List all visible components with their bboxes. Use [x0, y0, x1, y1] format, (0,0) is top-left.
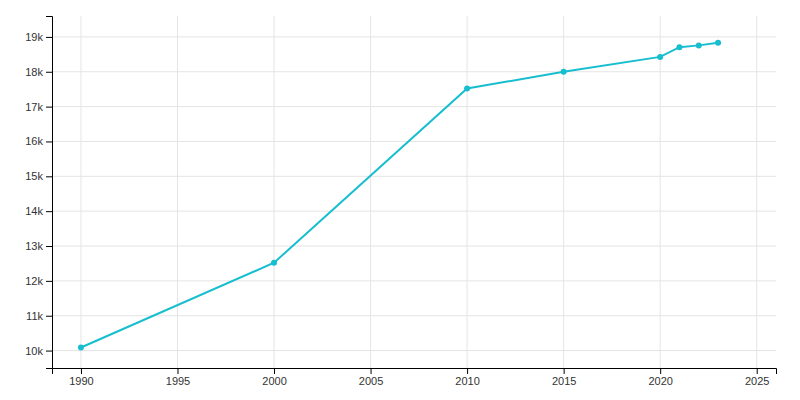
grid-line-y — [52, 246, 776, 247]
chart-svg: 1990 1995 2000 2005 2010 2015 2020 2025 10k 11k 12… — [0, 0, 800, 400]
x-tick: 2015 — [552, 368, 576, 387]
x-tick-mark — [177, 368, 178, 374]
point — [78, 345, 84, 351]
y-tick-mark — [46, 72, 52, 73]
y-tick-label: 10k — [25, 345, 43, 357]
y-tick-label: 17k — [25, 101, 43, 113]
grid-line-y — [52, 176, 776, 177]
x-tick-mark — [371, 368, 372, 374]
point — [715, 40, 721, 46]
y-tick-label: 14k — [25, 205, 43, 217]
grid-line-x — [274, 16, 275, 368]
point — [676, 44, 682, 50]
x-tick-mark — [274, 368, 275, 374]
y-tick-mark — [46, 107, 52, 108]
grid-line-x — [660, 16, 661, 368]
x-tick-label: 2020 — [648, 375, 672, 387]
x-tick-label: 2015 — [552, 375, 576, 387]
x-tick-mark — [660, 368, 661, 374]
grid-line-x — [756, 16, 757, 368]
grid-line-y — [52, 141, 776, 142]
x-tick-mark — [757, 368, 758, 374]
y-tick-label: 16k — [25, 135, 43, 147]
y-axis: 10k 11k 12k 13k 14k 15k 16k 17k 18k 19k — [25, 17, 52, 369]
y-tick-mark — [46, 316, 52, 317]
plot: 1990 1995 2000 2005 2010 2015 2020 2025 10k 11k 12… — [25, 16, 776, 387]
y-tick: 18k — [25, 66, 52, 78]
grid-line-x — [370, 16, 371, 368]
grid-line-y — [52, 315, 776, 316]
point — [657, 54, 663, 60]
point — [696, 42, 702, 48]
x-tick: 2025 — [745, 368, 769, 387]
y-tick: 10k — [25, 345, 52, 357]
y-tick-label: 13k — [25, 240, 43, 252]
y-tick-label: 15k — [25, 170, 43, 182]
grid-line-y — [52, 36, 776, 37]
y-tick-label: 19k — [25, 31, 43, 43]
y-tick-label: 18k — [25, 66, 43, 78]
y-tick-mark — [46, 281, 52, 282]
point — [561, 69, 567, 75]
y-tick: 13k — [25, 240, 52, 252]
y-tick-mark — [46, 176, 52, 177]
y-tick: 19k — [25, 31, 52, 43]
grid-line-y — [52, 71, 776, 72]
x-tick: 2000 — [262, 368, 286, 387]
y-tick-label: 11k — [26, 310, 43, 322]
chart-container: 1990 1995 2000 2005 2010 2015 2020 2025 10k 11k 12… — [0, 0, 800, 400]
grid-line-x — [80, 16, 81, 368]
y-tick-mark — [46, 246, 52, 247]
x-tick-label: 2025 — [745, 375, 769, 387]
grid-line-y — [52, 211, 776, 212]
point — [271, 260, 277, 266]
x-tick-mark — [564, 368, 565, 374]
x-tick: 1995 — [166, 368, 190, 387]
x-tick-mark — [81, 368, 82, 374]
grid — [52, 16, 776, 368]
marks — [78, 40, 721, 351]
x-tick: 1990 — [69, 368, 93, 387]
y-tick: 12k — [25, 275, 52, 287]
y-tick-mark — [46, 141, 52, 142]
y-tick: 17k — [25, 101, 52, 113]
grid-line-x — [467, 16, 468, 368]
x-tick-label: 1990 — [69, 375, 93, 387]
x-tick-label: 2005 — [359, 375, 383, 387]
x-tick-label: 1995 — [166, 375, 190, 387]
x-tick: 2020 — [648, 368, 672, 387]
grid-line-y — [52, 280, 776, 281]
y-tick-label: 12k — [25, 275, 43, 287]
y-tick: 15k — [25, 170, 52, 182]
grid-line-y — [52, 106, 776, 107]
y-axis-line — [46, 17, 53, 369]
x-tick-mark — [467, 368, 468, 374]
x-axis-line — [53, 369, 777, 375]
point — [464, 86, 470, 92]
x-axis: 1990 1995 2000 2005 2010 2015 2020 2025 — [53, 368, 777, 387]
y-tick-mark — [46, 211, 52, 212]
x-tick: 2005 — [359, 368, 383, 387]
x-tick-label: 2010 — [455, 375, 479, 387]
grid-line-x — [177, 16, 178, 368]
grid-line-y — [52, 350, 776, 351]
y-tick: 14k — [25, 205, 52, 217]
y-tick-mark — [46, 351, 52, 352]
y-tick-mark — [46, 37, 52, 38]
y-tick: 16k — [25, 135, 52, 147]
x-tick-label: 2000 — [262, 375, 286, 387]
y-tick: 11k — [26, 310, 52, 322]
line — [81, 43, 718, 348]
x-tick: 2010 — [455, 368, 479, 387]
